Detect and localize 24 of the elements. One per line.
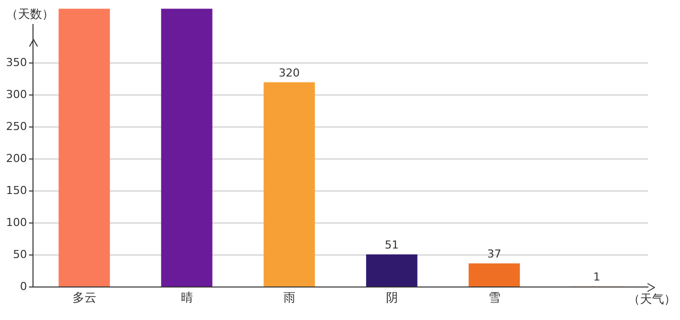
y-tick-label: 250 xyxy=(6,120,27,133)
y-tick-label: 50 xyxy=(13,248,27,261)
bar xyxy=(264,82,315,286)
x-tick-label: 多云 xyxy=(72,290,96,304)
y-axis-title: （天数） xyxy=(6,7,54,22)
x-tick-label: 晴 xyxy=(180,290,193,304)
y-tick-label: 350 xyxy=(6,56,27,69)
x-axis-title: （天气） xyxy=(628,292,676,306)
bar xyxy=(58,8,110,286)
y-tick-label: 300 xyxy=(6,88,27,101)
y-tick-label: 150 xyxy=(6,184,27,197)
bar xyxy=(161,8,212,286)
x-tick-label: 阴 xyxy=(386,290,398,304)
data-label: 320 xyxy=(278,66,300,80)
data-label: 51 xyxy=(384,238,399,252)
x-tick-label: 雪 xyxy=(488,290,500,304)
y-tick-label: 100 xyxy=(6,216,27,229)
y-tick-label: 0 xyxy=(20,280,27,293)
y-tick-label: 200 xyxy=(6,152,27,165)
x-tick-label: 雨 xyxy=(283,290,296,304)
data-label: 37 xyxy=(487,248,502,261)
data-label: 1 xyxy=(593,270,600,284)
bar xyxy=(366,254,418,286)
bar xyxy=(468,263,520,286)
